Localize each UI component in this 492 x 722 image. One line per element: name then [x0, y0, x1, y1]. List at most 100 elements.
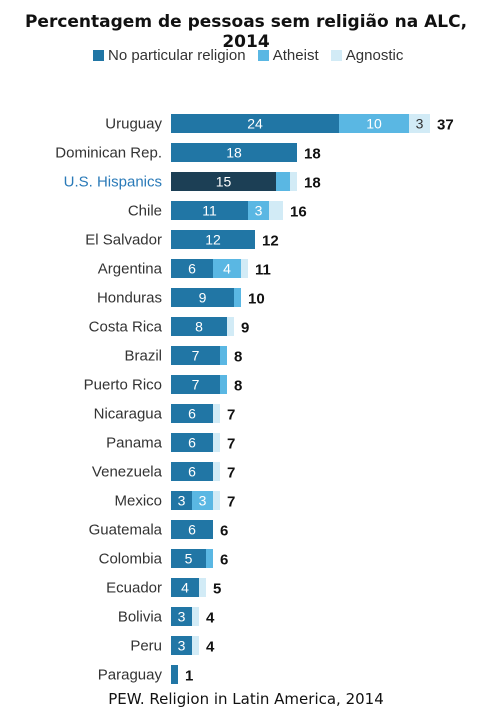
segment-label-dominican-rep-no-particular: 18	[226, 145, 242, 161]
segment-label-uruguay-agnostic: 3	[416, 116, 424, 132]
total-label-nicaragua: 7	[227, 407, 235, 424]
bar-colombia-no-particular	[171, 549, 206, 568]
segment-label-brazil-no-particular: 7	[192, 348, 200, 364]
segment-label-chile-atheist: 3	[255, 203, 263, 219]
bar-argentina-no-particular	[171, 259, 213, 278]
bar-costa-rica-agnostic	[227, 317, 234, 336]
bar-honduras-atheist	[234, 288, 241, 307]
category-label-dominican-rep: Dominican Rep.	[55, 145, 162, 162]
bar-paraguay-no-particular	[171, 665, 178, 684]
category-label-guatemala: Guatemala	[89, 522, 163, 539]
category-label-chile: Chile	[128, 203, 162, 220]
bar-u-s-hispanics-agnostic	[290, 172, 297, 191]
total-label-peru: 4	[206, 639, 215, 656]
bar-bolivia-no-particular	[171, 607, 192, 626]
category-label-argentina: Argentina	[98, 261, 163, 278]
segment-label-bolivia-no-particular: 3	[178, 609, 186, 625]
segment-label-chile-no-particular: 11	[202, 203, 217, 219]
bar-uruguay-no-particular	[171, 114, 339, 133]
legend-swatch-agnostic	[330, 50, 342, 61]
bar-uruguay-atheist	[339, 114, 409, 133]
segment-label-argentina-atheist: 4	[223, 261, 231, 277]
total-label-dominican-rep: 18	[304, 146, 321, 163]
total-label-bolivia: 4	[206, 610, 215, 627]
bar-peru-no-particular	[171, 636, 192, 655]
bar-chile-agnostic	[269, 201, 283, 220]
bar-costa-rica-no-particular	[171, 317, 227, 336]
bar-argentina-agnostic	[241, 259, 248, 278]
bar-dominican-rep-no-particular	[171, 143, 297, 162]
total-label-argentina: 11	[255, 262, 271, 279]
segment-label-panama-no-particular: 6	[188, 435, 196, 451]
segment-label-peru-no-particular: 3	[178, 638, 186, 654]
category-label-brazil: Brazil	[124, 348, 162, 365]
total-label-puerto-rico: 8	[234, 378, 242, 395]
bar-honduras-no-particular	[171, 288, 234, 307]
total-label-paraguay: 1	[185, 668, 193, 685]
segment-label-nicaragua-no-particular: 6	[188, 406, 196, 422]
category-label-nicaragua: Nicaragua	[94, 406, 163, 423]
total-label-honduras: 10	[248, 291, 265, 308]
legend-item-agnostic: Agnostic	[330, 47, 404, 64]
segment-label-honduras-no-particular: 9	[199, 290, 207, 306]
total-label-costa-rica: 9	[241, 320, 249, 337]
chart-title: Percentagem de pessoas sem religião na A…	[24, 12, 468, 52]
category-label-ecuador: Ecuador	[106, 580, 162, 597]
bar-u-s-hispanics-no-particular	[171, 172, 276, 191]
segment-label-costa-rica-no-particular: 8	[195, 319, 203, 335]
total-label-mexico: 7	[227, 494, 235, 511]
legend-item-atheist: Atheist	[257, 47, 319, 64]
segment-label-u-s-hispanics-no-particular: 15	[216, 174, 232, 190]
total-label-el-salvador: 12	[262, 233, 279, 250]
bar-ecuador-no-particular	[171, 578, 199, 597]
total-label-chile: 16	[290, 204, 307, 221]
bar-panama-agnostic	[213, 433, 220, 452]
bar-uruguay-agnostic	[409, 114, 430, 133]
category-label-peru: Peru	[130, 638, 162, 655]
bar-chile-atheist	[248, 201, 269, 220]
category-label-puerto-rico: Puerto Rico	[84, 377, 162, 394]
total-label-guatemala: 6	[220, 523, 228, 540]
legend-label-agnostic: Agnostic	[345, 47, 404, 64]
category-label-honduras: Honduras	[97, 290, 162, 307]
total-label-brazil: 8	[234, 349, 242, 366]
bar-guatemala-no-particular	[171, 520, 213, 539]
total-label-u-s-hispanics: 18	[304, 175, 321, 192]
bar-venezuela-agnostic	[213, 462, 220, 481]
category-label-costa-rica: Costa Rica	[89, 319, 163, 336]
bar-puerto-rico-no-particular	[171, 375, 220, 394]
bar-brazil-atheist	[220, 346, 227, 365]
bar-nicaragua-agnostic	[213, 404, 220, 423]
category-label-paraguay: Paraguay	[98, 667, 163, 684]
bar-peru-agnostic	[192, 636, 199, 655]
legend-swatch-atheist	[257, 50, 269, 61]
bar-u-s-hispanics-atheist	[276, 172, 290, 191]
segment-label-argentina-no-particular: 6	[188, 261, 196, 277]
bar-bolivia-agnostic	[192, 607, 199, 626]
segment-label-el-salvador-no-particular: 12	[205, 232, 221, 248]
category-label-u-s-hispanics: U.S. Hispanics	[64, 174, 162, 191]
bar-el-salvador-no-particular	[171, 230, 255, 249]
bar-argentina-atheist	[213, 259, 241, 278]
segment-label-mexico-no-particular: 3	[178, 493, 186, 509]
segment-label-guatemala-no-particular: 6	[188, 522, 196, 538]
legend-label-atheist: Atheist	[272, 47, 319, 64]
category-label-panama: Panama	[106, 435, 163, 452]
bar-mexico-agnostic	[213, 491, 220, 510]
bar-venezuela-no-particular	[171, 462, 213, 481]
bar-colombia-atheist	[206, 549, 213, 568]
bar-mexico-no-particular	[171, 491, 192, 510]
category-label-bolivia: Bolivia	[118, 609, 163, 626]
segment-label-uruguay-atheist: 10	[366, 116, 382, 132]
bar-ecuador-agnostic	[199, 578, 206, 597]
segment-label-venezuela-no-particular: 6	[188, 464, 196, 480]
legend-label-no-particular: No particular religion	[108, 47, 246, 64]
segment-label-ecuador-no-particular: 4	[181, 580, 189, 596]
category-label-mexico: Mexico	[114, 493, 162, 510]
segment-label-mexico-atheist: 3	[199, 493, 207, 509]
legend-swatch-no-particular	[93, 50, 104, 61]
bar-chile-no-particular	[171, 201, 248, 220]
bar-mexico-atheist	[192, 491, 213, 510]
legend-item-no-particular: No particular religion	[93, 47, 246, 64]
